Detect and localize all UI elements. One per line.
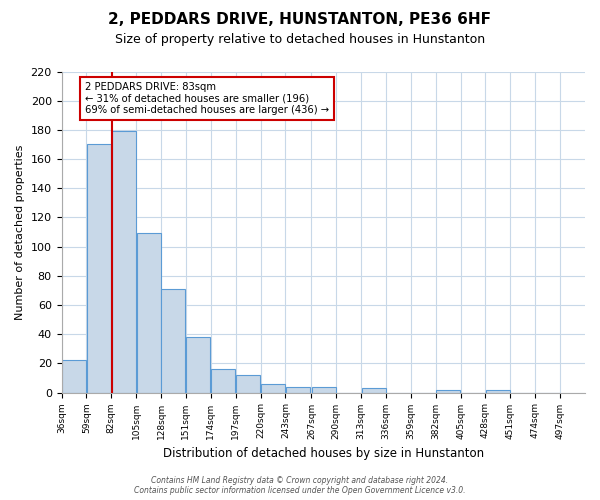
Text: Contains HM Land Registry data © Crown copyright and database right 2024.
Contai: Contains HM Land Registry data © Crown c… — [134, 476, 466, 495]
X-axis label: Distribution of detached houses by size in Hunstanton: Distribution of detached houses by size … — [163, 447, 484, 460]
Bar — [486, 390, 510, 392]
Bar — [211, 369, 235, 392]
Bar — [87, 144, 111, 392]
Text: 2 PEDDARS DRIVE: 83sqm
← 31% of detached houses are smaller (196)
69% of semi-de: 2 PEDDARS DRIVE: 83sqm ← 31% of detached… — [85, 82, 329, 115]
Bar — [286, 386, 310, 392]
Bar — [312, 386, 336, 392]
Bar — [436, 390, 460, 392]
Text: Size of property relative to detached houses in Hunstanton: Size of property relative to detached ho… — [115, 34, 485, 46]
Bar — [137, 234, 161, 392]
Y-axis label: Number of detached properties: Number of detached properties — [15, 144, 25, 320]
Bar — [236, 375, 260, 392]
Bar — [187, 337, 211, 392]
Bar — [261, 384, 285, 392]
Text: 2, PEDDARS DRIVE, HUNSTANTON, PE36 6HF: 2, PEDDARS DRIVE, HUNSTANTON, PE36 6HF — [109, 12, 491, 28]
Bar — [161, 289, 185, 393]
Bar — [62, 360, 86, 392]
Bar — [362, 388, 386, 392]
Bar — [112, 132, 136, 392]
